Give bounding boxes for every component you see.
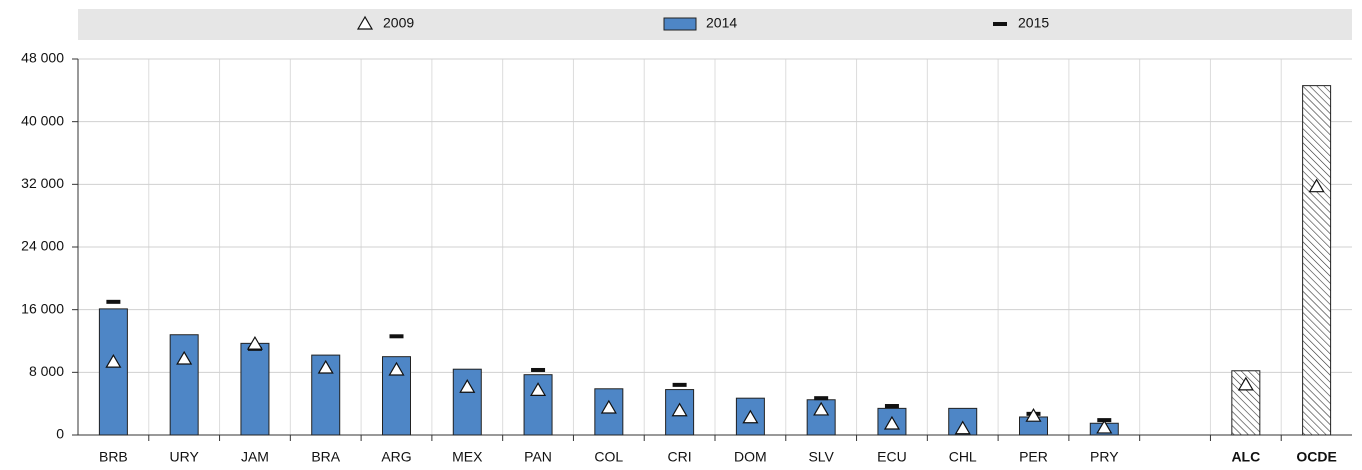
marker-dash [672, 382, 687, 387]
marker-triangle [459, 379, 476, 393]
legend-label: 2015 [1018, 15, 1049, 31]
marker-triangle [1096, 419, 1113, 434]
marker-dash [106, 299, 121, 304]
y-tick-label: 32 000 [21, 175, 64, 191]
legend-dash [993, 22, 1007, 26]
marker-triangle [246, 335, 263, 350]
marker-dash [531, 367, 546, 372]
legend-triangle [356, 15, 374, 30]
marker-triangle [671, 402, 688, 417]
bar [1302, 85, 1332, 436]
marker-dash [389, 334, 404, 339]
marker-triangle [1237, 376, 1254, 391]
bar [98, 308, 128, 436]
marker-dash [884, 404, 899, 409]
legend-label: 2009 [383, 15, 414, 31]
x-tick-label: ALC [1231, 449, 1260, 465]
y-tick-label: 0 [56, 426, 64, 442]
marker-dash [814, 396, 829, 401]
x-tick-label: PRY [1090, 449, 1119, 465]
x-tick-label: BRA [311, 449, 340, 465]
y-tick-label: 48 000 [21, 50, 64, 66]
legend-band [78, 9, 1352, 40]
x-tick-label: ECU [877, 449, 907, 465]
x-tick-label: OCDE [1296, 449, 1336, 465]
y-tick-label: 8 000 [29, 363, 64, 379]
x-tick-label: MEX [452, 449, 483, 465]
x-tick-label: CRI [668, 449, 692, 465]
marker-triangle [742, 409, 759, 424]
x-tick-label: URY [170, 449, 200, 465]
legend-bar [663, 17, 697, 31]
marker-triangle [883, 415, 900, 430]
marker-triangle [105, 353, 122, 368]
x-tick-label: PAN [524, 449, 552, 465]
marker-triangle [1025, 408, 1042, 422]
marker-triangle [388, 361, 405, 376]
bar [169, 334, 199, 436]
bar [240, 342, 270, 436]
marker-triangle [317, 359, 334, 374]
x-tick-label: PER [1019, 449, 1048, 465]
marker-triangle [1308, 178, 1325, 193]
x-tick-label: DOM [734, 449, 767, 465]
x-tick-label: JAM [241, 449, 269, 465]
y-tick-label: 24 000 [21, 238, 64, 254]
marker-triangle [176, 350, 193, 365]
legend-label: 2014 [706, 15, 737, 31]
x-tick-label: ARG [381, 449, 411, 465]
x-tick-label: SLV [808, 449, 834, 465]
y-tick-label: 40 000 [21, 112, 64, 128]
marker-triangle [813, 401, 830, 416]
marker-triangle [600, 399, 617, 414]
marker-triangle [954, 420, 971, 435]
marker-triangle [530, 382, 547, 396]
x-tick-label: COL [594, 449, 623, 465]
x-tick-label: BRB [99, 449, 128, 465]
x-tick-label: CHL [949, 449, 977, 465]
y-tick-label: 16 000 [21, 300, 64, 316]
